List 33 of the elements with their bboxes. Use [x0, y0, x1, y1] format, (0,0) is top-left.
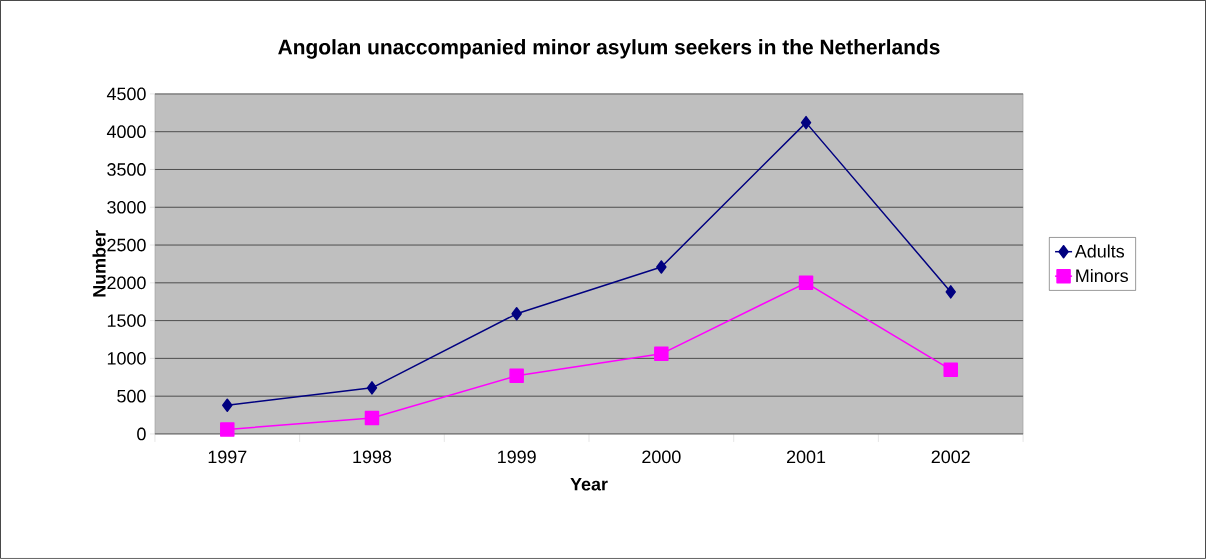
point — [798, 275, 814, 291]
y-tick-label: 2500 — [107, 238, 146, 252]
point — [943, 362, 958, 378]
y-tick-label: 1000 — [107, 352, 146, 365]
y-tick-label: 1500 — [107, 314, 146, 328]
y-tick-label: 3000 — [107, 200, 146, 214]
x-tick-label: 1999 — [498, 450, 536, 464]
y-tick-label: 4000 — [106, 125, 146, 139]
point — [509, 368, 524, 384]
x-axis-title: Year — [570, 478, 608, 491]
x-tick-label: 2001 — [787, 450, 826, 464]
y-tick-label: 2000 — [107, 276, 146, 290]
point — [220, 422, 235, 437]
point — [945, 285, 956, 299]
point — [364, 410, 380, 426]
point — [222, 398, 233, 413]
legend-label: Minors — [1076, 268, 1128, 283]
chart-title: Angolan unaccompanied minor asylum seekers in the Netherlands — [278, 39, 940, 59]
y-tick-label: 500 — [117, 389, 146, 403]
y-tick-label: 4500 — [106, 87, 146, 101]
y-axis-title: Number — [92, 230, 106, 297]
point — [800, 115, 812, 130]
point — [511, 307, 522, 321]
point — [654, 346, 669, 362]
y-tick-label: 3500 — [107, 163, 146, 176]
point — [656, 260, 667, 274]
legend-label: Adults — [1074, 244, 1125, 258]
x-tick-label: 1997 — [208, 450, 247, 464]
x-tick-label: 1998 — [353, 450, 392, 464]
point — [366, 381, 378, 395]
y-tick-label: 0 — [137, 427, 146, 441]
x-tick-label: 2002 — [931, 450, 970, 464]
x-tick-label: 2000 — [642, 450, 681, 464]
